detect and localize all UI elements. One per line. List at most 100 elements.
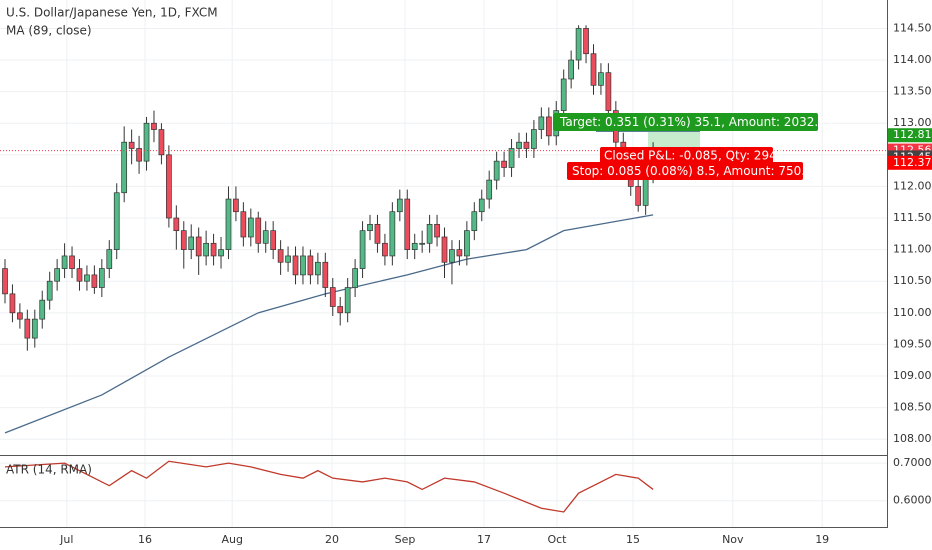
y-tick-label: 111.000 (893, 243, 932, 256)
candle-body (359, 230, 366, 269)
target-zone (648, 132, 700, 148)
x-tick-label: Sep (395, 533, 416, 546)
candle-body (128, 141, 135, 149)
ma-legend: MA (89, close) (6, 24, 92, 38)
candle-body (419, 242, 426, 245)
candle-body (9, 293, 16, 314)
closed-box (600, 147, 773, 164)
x-tick-label: Aug (221, 533, 242, 546)
candle-body (195, 236, 202, 257)
y-tick-label: 114.500 (893, 21, 932, 34)
target-box (553, 113, 818, 131)
x-tick-label: 16 (138, 533, 152, 546)
candle-body (523, 141, 530, 149)
candle-body (449, 249, 455, 263)
candle-body (76, 268, 83, 282)
candle-body (61, 255, 68, 269)
candle-body (344, 287, 351, 314)
candle-body (136, 148, 142, 162)
candle-body (404, 198, 411, 250)
ma-line (4, 214, 654, 434)
candle-body (218, 249, 224, 257)
stop-label: Stop: 0.085 (0.08%) 8.5, Amount: 750.01 (572, 164, 820, 178)
candle-body (329, 287, 336, 307)
y-tick-label: 109.000 (893, 369, 932, 382)
candle-body (270, 230, 277, 250)
candle-body (292, 255, 299, 276)
candle-body (143, 122, 150, 162)
y2-tick-label: 0.7000 (893, 456, 932, 469)
candle-body (203, 242, 209, 257)
x-tick-label: 15 (626, 533, 640, 546)
price-tag-label: 112.810 (893, 128, 932, 141)
candle-body (501, 160, 507, 168)
candle-body (434, 223, 440, 238)
y-tick-label: 111.500 (893, 211, 932, 224)
x-tick-label: 20 (325, 533, 339, 546)
candle-body (31, 318, 38, 339)
y-tick-label: 113.000 (893, 116, 932, 129)
candle-body (367, 223, 373, 232)
closed-label: Closed P&L: -0.085, Qty: 2941 (604, 149, 784, 163)
candle-body (464, 230, 470, 257)
candle-body (188, 236, 195, 250)
candle-body (605, 72, 612, 111)
atr-legend: ATR (14, RMA) (6, 463, 92, 477)
candle-body (307, 255, 314, 276)
candle-body (508, 148, 515, 168)
candle-body (121, 141, 128, 194)
y-tick-label: 114.000 (893, 53, 932, 66)
candle-body (560, 78, 567, 111)
y-tick-label: 110.000 (893, 306, 932, 319)
candle-body (300, 255, 306, 276)
candle-body (389, 211, 396, 257)
candle-body (322, 261, 329, 288)
candle-body (24, 318, 31, 339)
x-tick-label: 19 (815, 533, 829, 546)
candle-body (233, 198, 239, 213)
candle-body (471, 211, 478, 232)
candle-body (240, 211, 247, 238)
candle-body (583, 28, 589, 55)
y-tick-label: 112.000 (893, 179, 932, 192)
candle-body (598, 72, 604, 86)
price-tag (888, 128, 932, 143)
candle-body (91, 274, 98, 288)
x-tick-label: Nov (722, 533, 744, 546)
candle-body (262, 230, 269, 244)
candle-body (210, 242, 217, 257)
candle-body (315, 261, 321, 276)
candle-body (478, 198, 485, 213)
candle-body (166, 154, 172, 219)
y-tick-label: 110.500 (893, 274, 932, 287)
atr-line (4, 460, 654, 513)
candle-body (635, 186, 642, 206)
candle-body (411, 242, 418, 250)
candle-body (575, 28, 582, 61)
y-tick-label: 108.500 (893, 401, 932, 414)
price-tag-label: 112.374 (893, 156, 932, 169)
y-tick-label: 113.500 (893, 85, 932, 98)
candle-body (545, 116, 552, 137)
candle-body (538, 116, 545, 130)
candle-body (225, 198, 232, 250)
candle-body (516, 141, 522, 149)
candle-body (568, 59, 574, 80)
candle-body (456, 249, 463, 257)
target-label: Target: 0.351 (0.31%) 35.1, Amount: 2032… (559, 115, 833, 129)
candle-body (173, 217, 180, 232)
y2-tick-label: 0.6000 (893, 494, 932, 507)
candle-body (426, 223, 433, 244)
candle-body (151, 122, 157, 130)
candle-body (69, 255, 75, 269)
candle-body (84, 274, 90, 282)
candle-body (382, 242, 388, 257)
x-tick-label: Jul (59, 533, 73, 546)
candle-body (486, 179, 493, 200)
candle-body (590, 53, 597, 86)
candle-body (17, 312, 23, 320)
stop-box (567, 162, 803, 180)
candle-body (98, 268, 105, 288)
